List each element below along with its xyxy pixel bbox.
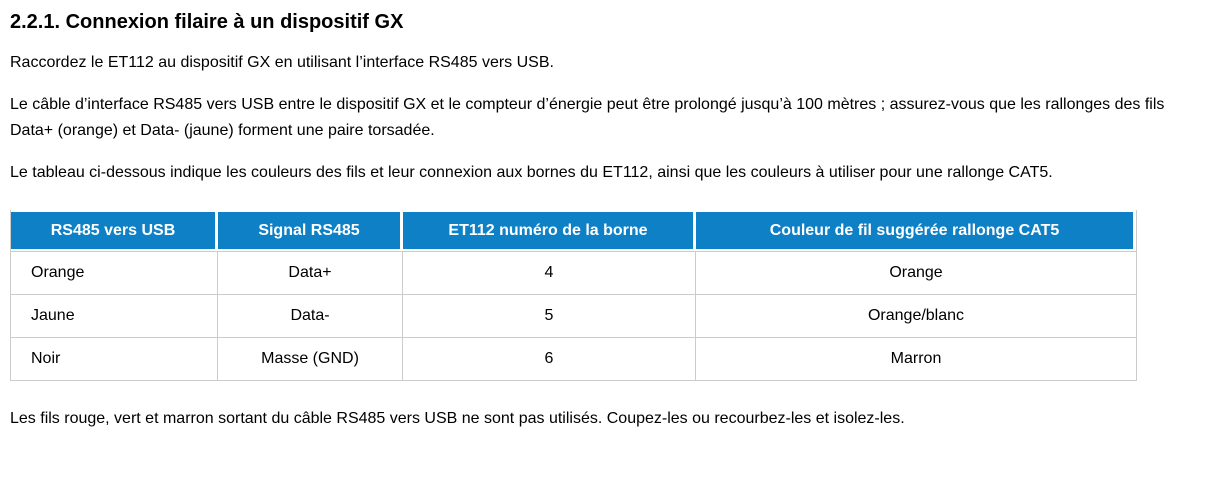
table-cell-cat5-color: Orange/blanc xyxy=(696,294,1136,337)
table-row: Jaune Data- 5 Orange/blanc xyxy=(11,294,1136,337)
manual-page: 2.2.1. Connexion filaire à un dispositif… xyxy=(0,10,1225,432)
paragraph-unused-wires: Les fils rouge, vert et marron sortant d… xyxy=(10,410,905,427)
section-heading: 2.2.1. Connexion filaire à un dispositif… xyxy=(10,11,404,33)
table-cell-cat5-color: Marron xyxy=(696,337,1136,380)
table-row: Orange Data+ 4 Orange xyxy=(11,251,1136,294)
paragraph-cable-length: Le câble d’interface RS485 vers USB entr… xyxy=(10,96,1165,139)
table-cell-cat5-color: Orange xyxy=(696,251,1136,294)
table-cell-signal: Data- xyxy=(218,294,403,337)
column-header-terminal: ET112 numéro de la borne xyxy=(403,210,696,251)
paragraph-connect-instruction: Raccordez le ET112 au dispositif GX en u… xyxy=(10,54,554,71)
table-cell-signal: Masse (GND) xyxy=(218,337,403,380)
table-header-row: RS485 vers USB Signal RS485 ET112 numéro… xyxy=(11,210,1136,251)
table-row: Noir Masse (GND) 6 Marron xyxy=(11,337,1136,380)
column-header-cat5-color: Couleur de fil suggérée rallonge CAT5 xyxy=(696,210,1136,251)
table-cell-wire-color: Jaune xyxy=(11,294,218,337)
table-cell-terminal: 6 xyxy=(403,337,696,380)
table-cell-signal: Data+ xyxy=(218,251,403,294)
wire-color-table-container: RS485 vers USB Signal RS485 ET112 numéro… xyxy=(10,210,1137,381)
wire-color-table: RS485 vers USB Signal RS485 ET112 numéro… xyxy=(11,210,1136,380)
paragraph-table-intro: Le tableau ci-dessous indique les couleu… xyxy=(10,164,1053,181)
table-cell-terminal: 5 xyxy=(403,294,696,337)
table-cell-wire-color: Noir xyxy=(11,337,218,380)
column-header-rs485-usb: RS485 vers USB xyxy=(11,210,218,251)
column-header-signal: Signal RS485 xyxy=(218,210,403,251)
table-cell-terminal: 4 xyxy=(403,251,696,294)
table-cell-wire-color: Orange xyxy=(11,251,218,294)
